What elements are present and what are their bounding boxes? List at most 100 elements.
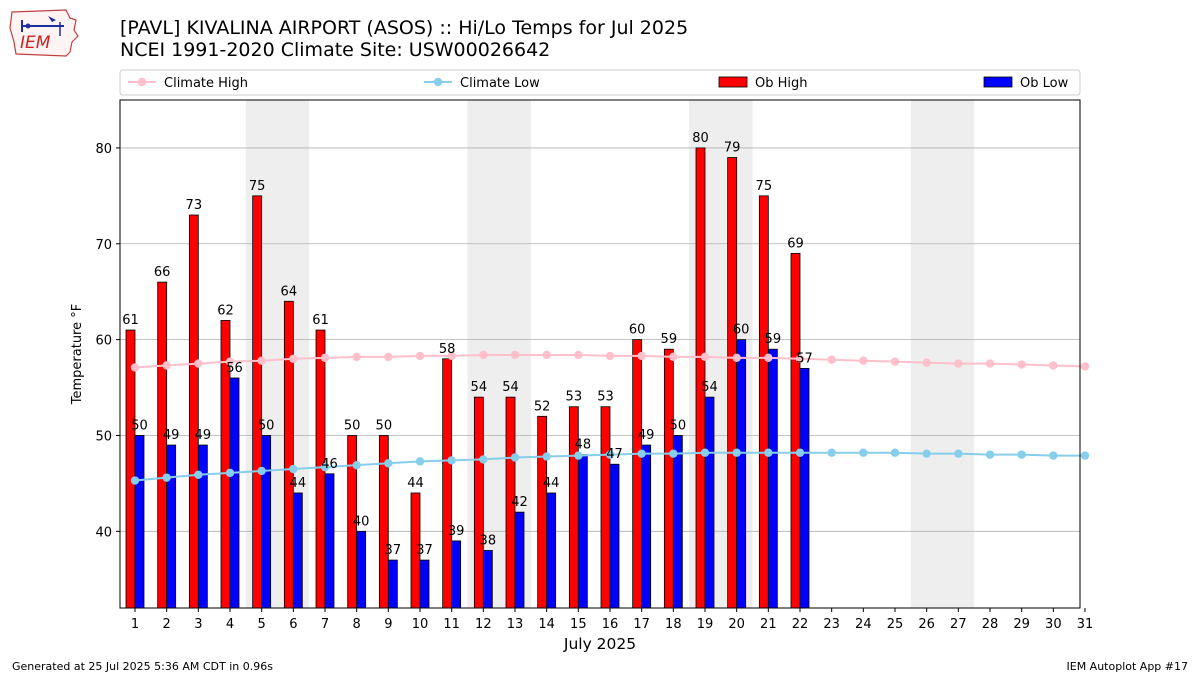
- ob-high-data-label: 61: [312, 313, 329, 328]
- x-tick-label: 22: [792, 617, 809, 632]
- ob-high-data-label: 69: [787, 236, 804, 251]
- ob-low-bar: [324, 473, 335, 609]
- x-tick-label: 3: [194, 617, 202, 632]
- climate-high-point: [320, 353, 330, 363]
- climate-high-point: [764, 353, 773, 363]
- ob-high-data-label: 75: [249, 179, 266, 194]
- climate-high-point: [669, 352, 678, 362]
- x-tick-label: 1: [131, 617, 139, 632]
- ob-low-data-label: 44: [543, 476, 560, 491]
- climate-low-point: [162, 473, 171, 482]
- iem-logo: IEM: [9, 9, 79, 57]
- x-tick-label: 6: [289, 617, 297, 632]
- climate-high-point: [1080, 362, 1090, 371]
- plot-frame: [119, 99, 1081, 609]
- ob-low-data-label: 50: [670, 418, 687, 433]
- logo-text: IEM: [20, 33, 51, 53]
- weekend-shade: [910, 100, 975, 608]
- climate-low-point: [637, 449, 646, 458]
- ob-low-bar: [482, 550, 493, 609]
- title-line-2: NCEI 1991-2020 Climate Site: USW00026642: [120, 39, 551, 61]
- ob-low-data-label: 40: [353, 514, 370, 529]
- climate-low-point: [289, 464, 298, 474]
- ob-high-data-label: 61: [122, 313, 139, 328]
- climate-high-point: [574, 350, 583, 360]
- ob-high-data-label: 79: [724, 141, 741, 156]
- y-tick-label: 50: [95, 429, 112, 444]
- ob-low-data-label: 42: [511, 495, 528, 510]
- ob-low-data-label: 39: [448, 524, 465, 539]
- climate-low-point: [542, 452, 551, 461]
- climate-low-point: [415, 457, 425, 466]
- x-tick-label: 23: [823, 617, 840, 632]
- x-tick-label: 14: [538, 617, 555, 632]
- x-tick-label: 31: [1077, 617, 1094, 632]
- ob-high-bar: [283, 300, 294, 609]
- ob-low-data-label: 49: [638, 428, 655, 443]
- ob-high-data-label: 73: [186, 198, 203, 213]
- ob-high-bar: [758, 195, 769, 609]
- x-tick-label: 29: [1013, 617, 1030, 632]
- climate-low-point: [447, 456, 456, 465]
- climate-low-point: [669, 449, 678, 458]
- ob-high-bar: [188, 214, 199, 609]
- ob-low-data-label: 44: [290, 476, 307, 491]
- climate-low-point: [1080, 451, 1090, 460]
- app-footer: IEM Autoplot App #17: [1066, 660, 1189, 673]
- climate-high-point: [922, 358, 931, 367]
- ob-low-data-label: 49: [163, 428, 180, 443]
- x-tick-label: 19: [697, 617, 714, 632]
- ob-high-data-label: 75: [756, 179, 773, 194]
- climate-high-point: [1049, 361, 1058, 370]
- climate-high-point: [795, 354, 805, 363]
- ob-low-data-label: 59: [765, 332, 782, 347]
- iowa-outline-shape: [9, 9, 79, 57]
- ob-high-bar: [600, 406, 611, 609]
- x-tick-label: 11: [443, 617, 460, 632]
- ob-high-bar: [727, 157, 738, 609]
- ob-low-bar: [451, 540, 462, 609]
- ob-high-bar: [125, 329, 136, 609]
- ob-low-bar: [387, 559, 398, 609]
- climate-high-point: [130, 363, 140, 372]
- ob-high-bar: [473, 396, 484, 609]
- ob-low-bar: [704, 396, 715, 609]
- ob-high-bar: [695, 147, 706, 609]
- legend-swatch-bar: [718, 76, 748, 88]
- x-tick-label: 25: [887, 617, 904, 632]
- climate-low-point: [352, 460, 361, 470]
- ob-low-data-label: 37: [385, 543, 402, 558]
- ob-low-data-label: 50: [131, 418, 148, 433]
- climate-high-point: [384, 352, 393, 362]
- ob-low-data-label: 47: [606, 447, 623, 462]
- climate-high-point: [289, 354, 298, 363]
- ob-high-bar: [790, 252, 801, 609]
- y-tick-label: 60: [95, 334, 112, 349]
- ob-low-bar: [134, 435, 145, 609]
- climate-high-point: [479, 350, 488, 360]
- legend-label: Ob Low: [1020, 76, 1069, 91]
- climate-high-point: [827, 355, 836, 364]
- climate-low-point: [764, 448, 773, 457]
- ob-high-data-label: 62: [217, 303, 234, 318]
- legend-label: Climate Low: [460, 76, 540, 91]
- climate-high-point: [352, 352, 361, 362]
- y-tick-label: 70: [95, 238, 112, 253]
- x-tick-label: 9: [384, 617, 392, 632]
- climate-high-point: [257, 356, 266, 365]
- ob-low-bar: [356, 530, 367, 609]
- ob-low-data-label: 48: [575, 438, 592, 453]
- climate-low-point: [732, 448, 741, 457]
- ob-low-data-label: 37: [416, 543, 433, 558]
- y-tick-label: 80: [95, 142, 112, 157]
- climate-low-point: [700, 448, 710, 457]
- ob-low-data-label: 50: [258, 418, 275, 433]
- ob-high-data-label: 66: [154, 265, 171, 280]
- climate-low-point: [795, 448, 805, 457]
- climate-low-point: [384, 459, 393, 468]
- ob-low-data-label: 46: [321, 457, 338, 472]
- ob-high-data-label: 50: [344, 418, 361, 433]
- ob-low-bar: [767, 348, 778, 609]
- climate-low-point: [859, 448, 868, 457]
